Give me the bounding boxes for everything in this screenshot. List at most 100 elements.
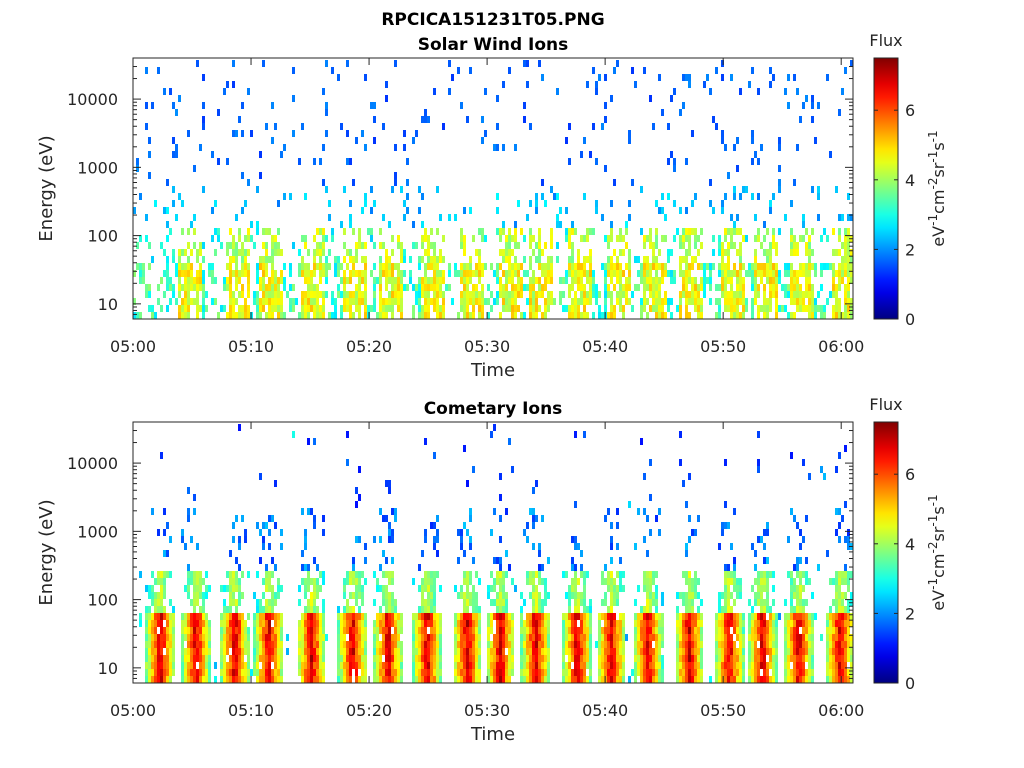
heatmap-cell — [388, 291, 391, 298]
heatmap-cell — [427, 599, 430, 606]
heatmap-cell — [619, 676, 622, 683]
heatmap-cell — [637, 655, 640, 662]
heatmap-cell — [616, 648, 619, 655]
heatmap-cell — [520, 676, 523, 683]
heatmap-cell — [835, 578, 838, 585]
heatmap-cell — [772, 669, 775, 676]
heatmap-cell — [328, 249, 331, 256]
heatmap-cell — [790, 592, 793, 599]
heatmap-cell — [253, 613, 256, 620]
heatmap-cell — [340, 221, 343, 228]
heatmap-cell — [595, 81, 598, 88]
heatmap-cell — [325, 235, 328, 242]
heatmap-cell — [589, 291, 592, 298]
heatmap-cell — [796, 88, 799, 95]
heatmap-cell — [415, 641, 418, 648]
heatmap-cell — [310, 627, 313, 634]
heatmap-cell — [763, 312, 766, 319]
heatmap-cell — [679, 592, 682, 599]
heatmap-cell — [808, 676, 811, 683]
heatmap-cell — [757, 305, 760, 312]
heatmap-cell — [586, 606, 589, 613]
heatmap-cell — [511, 613, 514, 620]
heatmap-cell — [583, 305, 586, 312]
heatmap-cell — [286, 634, 289, 641]
heatmap-cell — [733, 627, 736, 634]
heatmap-cell — [751, 655, 754, 662]
heatmap-cell — [496, 144, 499, 151]
heatmap-cell — [418, 207, 421, 214]
heatmap-cell — [508, 235, 511, 242]
heatmap-cell — [841, 214, 844, 221]
heatmap-cell — [385, 95, 388, 102]
heatmap-cell — [655, 627, 658, 634]
heatmap-cell — [322, 571, 325, 578]
heatmap-cell — [793, 242, 796, 249]
heatmap-cell — [778, 277, 781, 284]
heatmap-cell — [268, 613, 271, 620]
heatmap-cell — [256, 221, 259, 228]
heatmap-cell — [313, 284, 316, 291]
heatmap-cell — [649, 578, 652, 585]
heatmap-cell — [793, 564, 796, 571]
heatmap-cell — [241, 515, 244, 522]
heatmap-cell — [358, 613, 361, 620]
heatmap-cell — [322, 515, 325, 522]
heatmap-cell — [784, 599, 787, 606]
heatmap-cell — [784, 214, 787, 221]
heatmap-cell — [259, 263, 262, 270]
heatmap-cell — [478, 620, 481, 627]
heatmap-cell — [202, 669, 205, 676]
heatmap-cell — [583, 263, 586, 270]
heatmap-cell — [790, 228, 793, 235]
heatmap-cell — [673, 165, 676, 172]
heatmap-cell — [313, 557, 316, 564]
heatmap-cell — [307, 564, 310, 571]
heatmap-cell — [271, 634, 274, 641]
heatmap-cell — [838, 662, 841, 669]
heatmap-cell — [772, 634, 775, 641]
heatmap-cell — [568, 592, 571, 599]
heatmap-cell — [310, 284, 313, 291]
heatmap-cell — [223, 305, 226, 312]
heatmap-cell — [355, 501, 358, 508]
heatmap-cell — [850, 270, 853, 277]
heatmap-cell — [613, 620, 616, 627]
heatmap-cell — [610, 235, 613, 242]
heatmap-cell — [580, 648, 583, 655]
heatmap-cell — [202, 676, 205, 683]
heatmap-cell — [382, 648, 385, 655]
heatmap-cell — [532, 270, 535, 277]
heatmap-cell — [184, 669, 187, 676]
heatmap-cell — [643, 634, 646, 641]
heatmap-cell — [436, 550, 439, 557]
heatmap-cell — [835, 305, 838, 312]
heatmap-cell — [769, 571, 772, 578]
heatmap-cell — [730, 284, 733, 291]
heatmap-cell — [265, 648, 268, 655]
heatmap-cell — [337, 291, 340, 298]
heatmap-cell — [604, 564, 607, 571]
heatmap-cell — [850, 60, 853, 67]
heatmap-cell — [427, 242, 430, 249]
heatmap-cell — [232, 291, 235, 298]
heatmap-cell — [844, 298, 847, 305]
heatmap-cell — [730, 592, 733, 599]
heatmap-cell — [694, 228, 697, 235]
heatmap-cell — [259, 599, 262, 606]
heatmap-cell — [757, 88, 760, 95]
heatmap-cell — [799, 606, 802, 613]
heatmap-cell — [769, 284, 772, 291]
heatmap-cell — [325, 270, 328, 277]
heatmap-cell — [571, 277, 574, 284]
heatmap-cell — [700, 277, 703, 284]
heatmap-cell — [847, 228, 850, 235]
heatmap-cell — [679, 235, 682, 242]
heatmap-cell — [190, 536, 193, 543]
heatmap-cell — [307, 662, 310, 669]
heatmap-cell — [796, 676, 799, 683]
heatmap-cell — [385, 648, 388, 655]
heatmap-cell — [487, 284, 490, 291]
heatmap-cell — [325, 277, 328, 284]
heatmap-cell — [220, 648, 223, 655]
